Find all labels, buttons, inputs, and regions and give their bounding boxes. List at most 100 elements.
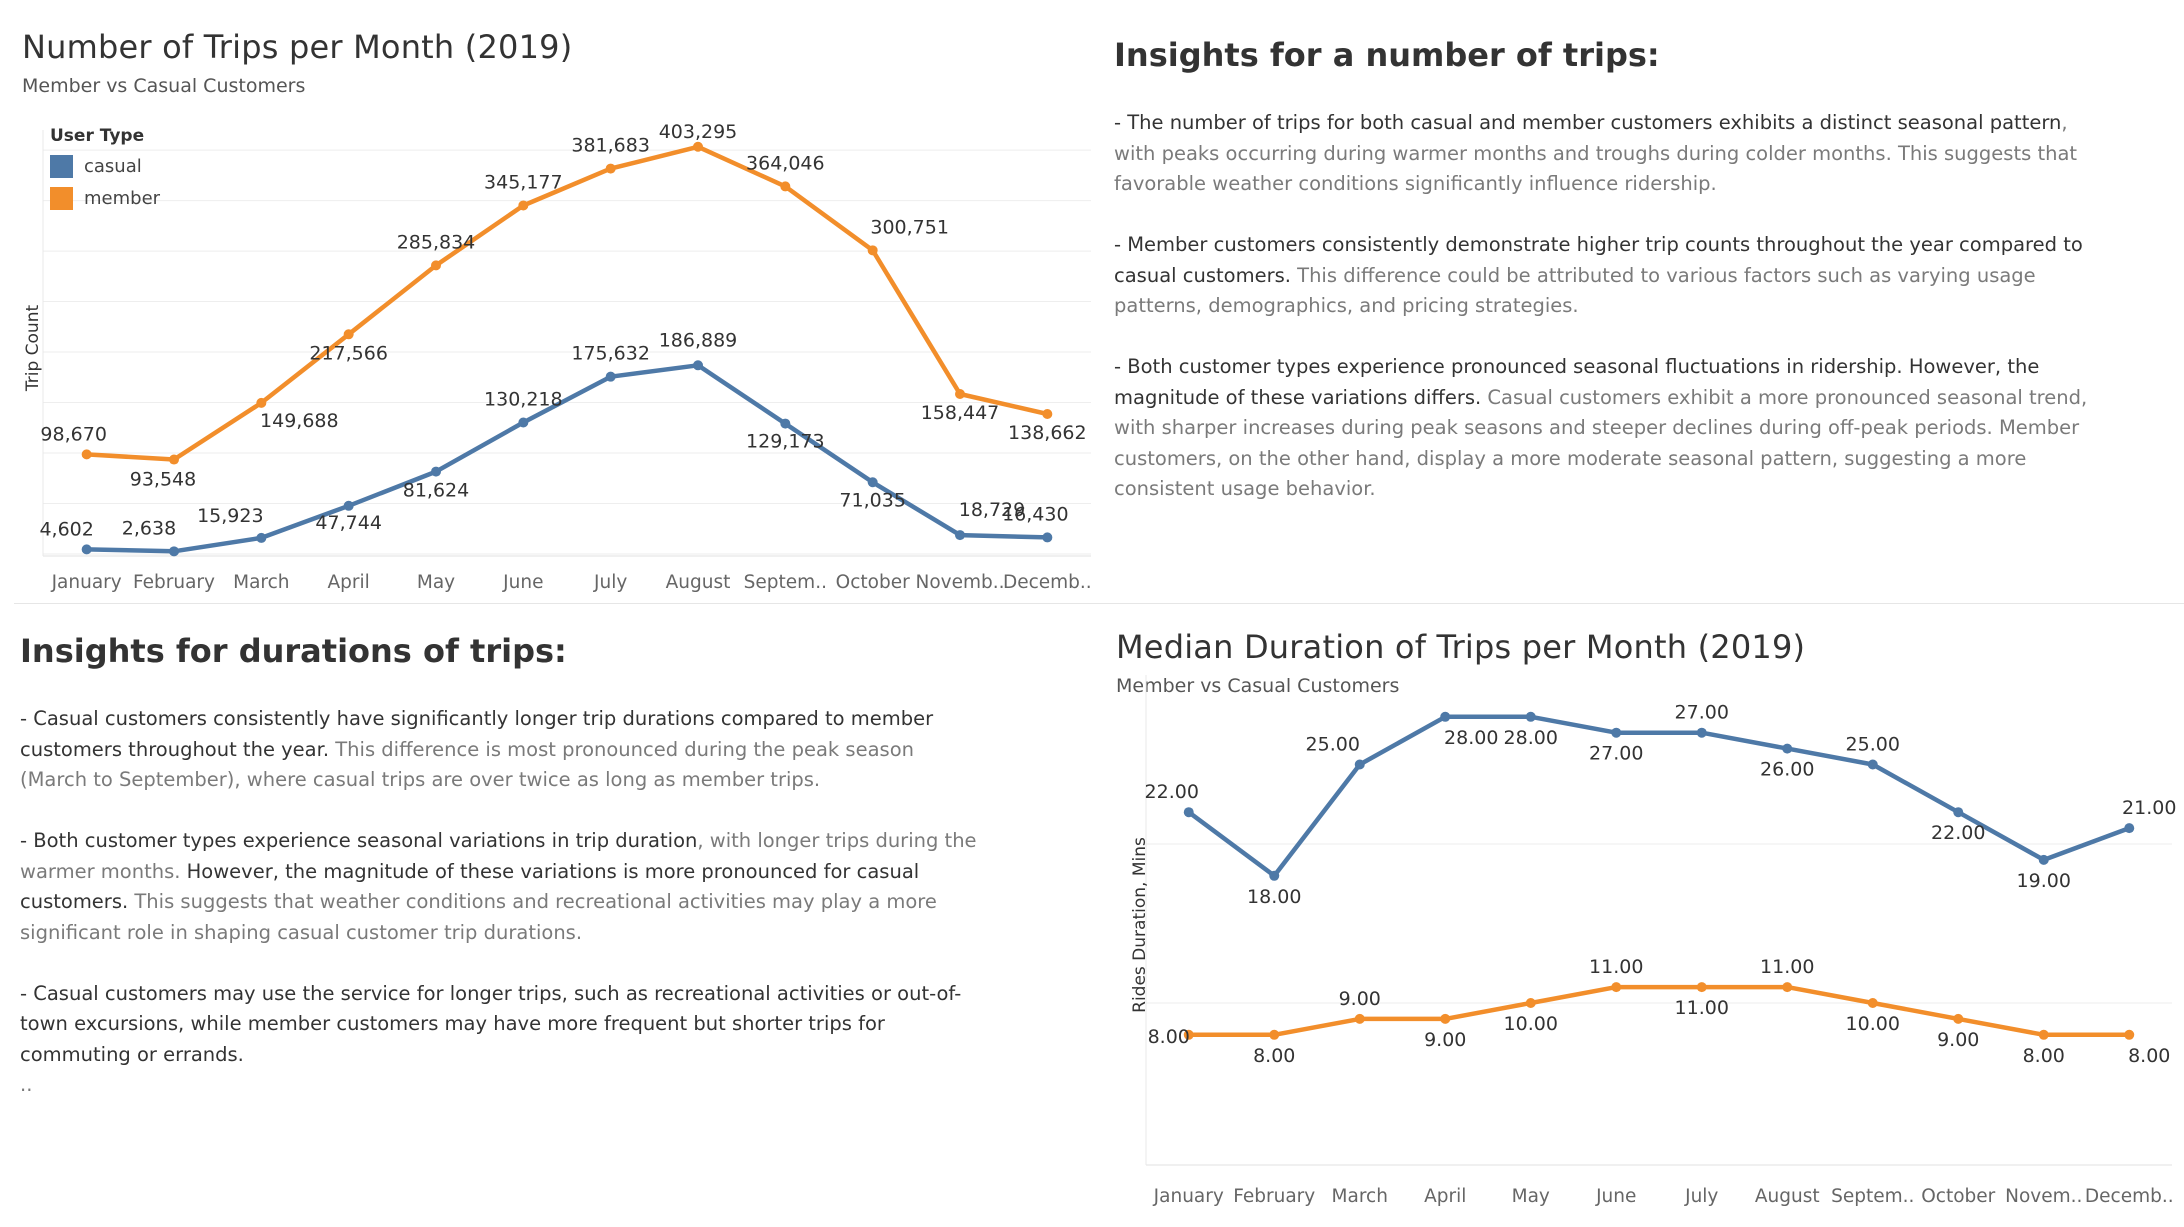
- casual-swatch: [50, 154, 73, 178]
- member-data-label: 345,177: [484, 171, 563, 193]
- member-data-label: 9.00: [1937, 1029, 1979, 1051]
- member-point: [1611, 982, 1622, 993]
- casual-data-label: 47,744: [315, 512, 381, 534]
- casual-point: [2038, 854, 2049, 865]
- x-tick-label: Septem..: [744, 572, 827, 593]
- trip-insights-text: - The number of trips for both casual an…: [1114, 108, 2094, 535]
- casual-point: [1782, 743, 1793, 754]
- member-point: [1183, 1029, 1194, 1040]
- casual-data-label: 26.00: [1760, 759, 1814, 781]
- member-point: [169, 454, 179, 465]
- member-point: [1782, 982, 1793, 993]
- casual-point: [1183, 807, 1194, 818]
- casual-point: [1611, 727, 1622, 738]
- casual-point: [780, 418, 791, 429]
- member-point: [1269, 1029, 1280, 1040]
- casual-point: [343, 500, 354, 511]
- member-point: [2038, 1029, 2049, 1040]
- x-tick-label: January: [1153, 1186, 1224, 1207]
- section-divider: [14, 603, 2184, 604]
- casual-data-label: 16,430: [1002, 503, 1068, 525]
- trip-insights-panel: Insights for a number of trips: - The nu…: [1110, 0, 2184, 605]
- x-tick-label: April: [1424, 1186, 1466, 1207]
- duration-insights-heading: Insights for durations of trips:: [20, 632, 567, 670]
- casual-point: [81, 544, 92, 555]
- casual-point: [867, 477, 878, 488]
- duration-insight-2: - Both customer types experience seasona…: [20, 829, 977, 944]
- member-point: [1696, 982, 1707, 993]
- casual-point: [955, 530, 965, 541]
- casual-data-label: 4,602: [39, 518, 93, 540]
- duration-line-chart: January February March April May June July Augu…: [1130, 675, 2176, 1207]
- x-tick-label: March: [233, 572, 289, 593]
- casual-data-label: 129,173: [746, 431, 825, 453]
- member-point: [605, 163, 616, 174]
- x-tick-label: August: [1755, 1186, 1820, 1207]
- x-tick-label: June: [502, 572, 543, 593]
- casual-point: [431, 466, 441, 477]
- member-data-label: 8.00: [2128, 1045, 2170, 1067]
- member-point: [81, 449, 92, 460]
- member-point: [1354, 1013, 1365, 1024]
- member-data-label: 300,751: [870, 216, 949, 238]
- casual-data-label: 18.00: [1247, 886, 1301, 908]
- casual-data-label: 25.00: [1846, 734, 1900, 756]
- duration-insight-3: - Casual customers may use the service f…: [20, 981, 962, 1066]
- x-tick-label: June: [1595, 1186, 1636, 1207]
- x-tick-label: April: [328, 572, 370, 593]
- casual-point: [605, 371, 616, 382]
- casual-point: [169, 546, 179, 557]
- member-point: [256, 397, 267, 408]
- casual-point: [1525, 711, 1536, 722]
- duration-insights-text: - Casual customers consistently have sig…: [20, 704, 980, 1101]
- casual-data-label: 27.00: [1589, 743, 1643, 765]
- trips-chart-title: Number of Trips per Month (2019): [22, 28, 573, 66]
- x-tick-label: Novem..: [2005, 1186, 2082, 1207]
- trip-insight-3: - Both customer types experience pronoun…: [1114, 355, 2088, 500]
- trip-insight-1: - The number of trips for both casual an…: [1114, 111, 2078, 195]
- casual-data-label: 186,889: [659, 329, 738, 351]
- duration-chart-subtitle: Member vs Casual Customers: [1116, 675, 1400, 697]
- legend-item-member[interactable]: member: [50, 182, 160, 214]
- duration-insights-panel: Insights for durations of trips: - Casua…: [0, 612, 1110, 1227]
- member-point: [1525, 998, 1536, 1008]
- member-data-label: 11.00: [1760, 956, 1814, 978]
- member-series-line: [1186, 984, 2132, 1038]
- x-tick-label: Septem..: [1831, 1186, 1914, 1207]
- casual-series-line: [1186, 714, 2132, 879]
- member-point: [518, 200, 529, 211]
- member-data-label: 403,295: [659, 121, 738, 143]
- member-point: [867, 245, 878, 256]
- y-axis-title: Rides Duration, Mins: [1130, 837, 1150, 1013]
- casual-point: [1867, 759, 1878, 770]
- x-tick-label: February: [1233, 1186, 1315, 1207]
- casual-point: [2124, 823, 2135, 834]
- casual-point: [256, 532, 267, 543]
- casual-data-label: 22.00: [1145, 781, 1199, 803]
- x-tick-label: Novemb..: [915, 572, 1004, 593]
- casual-point: [693, 360, 703, 371]
- member-point: [431, 260, 441, 271]
- member-data-label: 9.00: [1424, 1029, 1466, 1051]
- member-data-label: 8.00: [2023, 1045, 2065, 1067]
- member-data-label: 217,566: [309, 342, 388, 364]
- member-data-label: 364,046: [746, 152, 825, 174]
- casual-data-label: 175,632: [571, 343, 650, 365]
- legend-item-casual[interactable]: casual: [50, 150, 160, 182]
- member-series-line: [84, 144, 1050, 462]
- trips-line-chart: January February March April May June July Augu…: [23, 121, 1092, 593]
- casual-data-label: 81,624: [403, 480, 469, 502]
- trips-chart-panel: Number of Trips per Month (2019) Member …: [0, 0, 1110, 605]
- duration-chart-title: Median Duration of Trips per Month (2019…: [1116, 628, 1806, 666]
- casual-point: [1354, 759, 1365, 770]
- member-data-label: 285,834: [397, 231, 476, 253]
- member-point: [1042, 408, 1053, 419]
- casual-data-label: 25.00: [1306, 734, 1360, 756]
- member-data-label: 8.00: [1148, 1026, 1190, 1048]
- x-tick-label: October: [1921, 1186, 1995, 1207]
- casual-point: [1440, 711, 1451, 722]
- member-data-label: 11.00: [1589, 956, 1643, 978]
- member-point: [693, 141, 703, 152]
- legend-label-casual: casual: [84, 155, 142, 177]
- casual-point: [1042, 532, 1053, 543]
